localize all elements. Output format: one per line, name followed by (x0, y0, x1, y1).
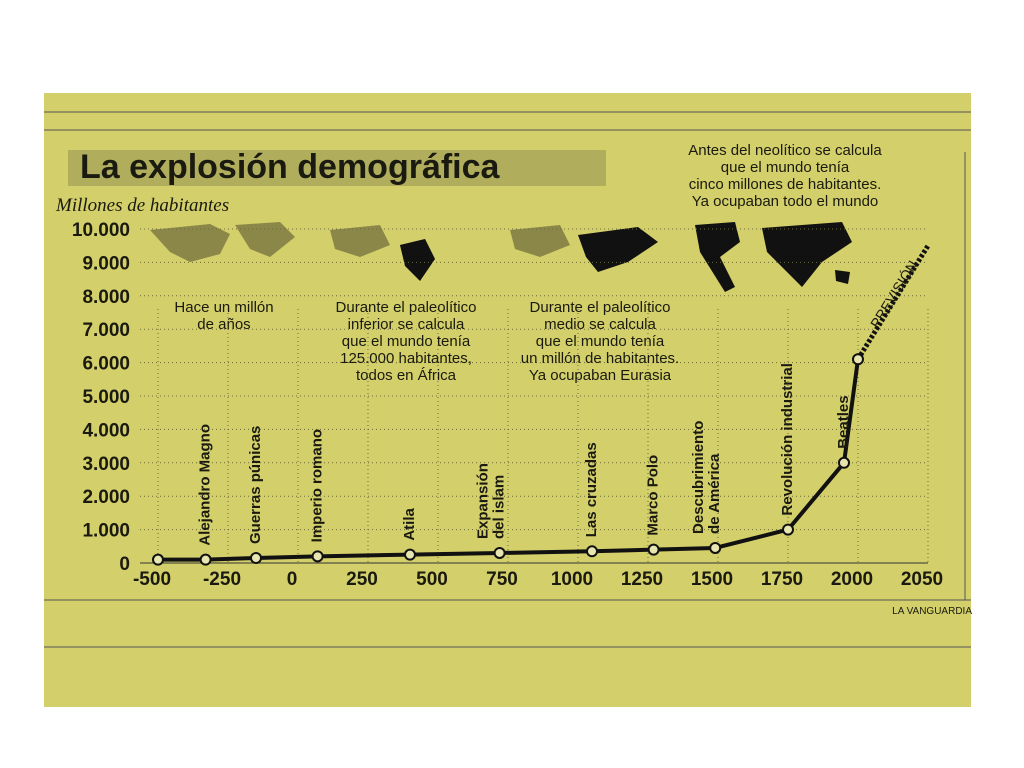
map (695, 222, 852, 292)
x-tick-label: 1500 (691, 569, 733, 590)
x-tick-label: 1750 (761, 569, 803, 590)
annotation: 125.000 habitantes, (340, 350, 472, 367)
annotation: Durante el paleolítico (530, 299, 671, 316)
forecast-line (855, 244, 931, 361)
annotation: Antes del neolítico se calcula (688, 142, 882, 159)
y-tick-label: 0 (119, 554, 130, 575)
y-tick-label: 2.000 (82, 487, 130, 508)
event-label: Expansión (475, 463, 492, 539)
y-tick-label: 6.000 (82, 354, 130, 375)
point (404, 548, 416, 561)
y-tick-label: 10.000 (72, 220, 130, 241)
point (852, 353, 864, 366)
event-label: Las cruzadas (583, 442, 600, 537)
annotation: Hace un millón (174, 299, 273, 316)
x-tick-label: 1250 (621, 569, 663, 590)
x-tick-label: 750 (486, 569, 518, 590)
annotation: un millón de habitantes. (521, 350, 679, 367)
dark-maps (400, 222, 852, 292)
event-label: Revolución industrial (779, 363, 796, 516)
annotation: que el mundo tenía (536, 333, 665, 350)
annotation: Ya ocupaban Eurasia (529, 367, 672, 384)
annotation: inferior se calcula (348, 316, 465, 333)
y-tick-label: 9.000 (82, 253, 130, 274)
point (838, 456, 850, 469)
map (510, 225, 570, 257)
event-label: de América (706, 453, 723, 534)
annotation: que el mundo tenía (342, 333, 471, 350)
point (311, 550, 324, 563)
point (493, 546, 506, 559)
point (782, 523, 794, 536)
event-label: Imperio romano (309, 429, 326, 542)
y-tick-label: 8.000 (82, 287, 130, 308)
x-tick-label: 2050 (901, 569, 943, 590)
annotation: medio se calcula (544, 316, 656, 333)
map (578, 227, 658, 272)
event-label: Alejandro Magno (197, 424, 214, 546)
map (400, 239, 435, 281)
annotation: Ya ocupaban todo el mundo (692, 193, 879, 210)
y-axis-label: Millones de habitantes (55, 195, 229, 216)
annotation: Durante el paleolítico (336, 299, 477, 316)
annotation: que el mundo tenía (721, 159, 850, 176)
x-tick-label: 2000 (831, 569, 873, 590)
event-label: Marco Polo (645, 455, 662, 536)
event-label: Guerras púnicas (247, 426, 264, 544)
point (152, 553, 164, 566)
y-tick-label: 3.000 (82, 454, 130, 475)
annotation: de años (197, 316, 250, 333)
x-tick-label: 250 (346, 569, 378, 590)
event-label: Atila (401, 507, 418, 540)
y-tick-label: 7.000 (82, 320, 130, 341)
line (158, 358, 860, 562)
event-label: Descubrimiento (690, 421, 707, 534)
x-tick-label: -250 (203, 569, 241, 590)
event-label: del islam (491, 475, 508, 539)
x-tick-label: -500 (133, 569, 171, 590)
event-label: Beatles (835, 395, 852, 448)
y-tick-label: 5.000 (82, 387, 130, 408)
annotation: cinco millones de habitantes. (689, 176, 882, 193)
source: LA VANGUARDIA (892, 606, 972, 617)
x-tick-label: 500 (416, 569, 448, 590)
paper (44, 93, 971, 707)
title-box (68, 150, 606, 186)
y-tick-label: 1.000 (82, 521, 130, 542)
annotation: todos en África (356, 367, 457, 384)
point (647, 543, 660, 556)
point (586, 545, 598, 558)
x-tick-label: 0 (287, 569, 298, 590)
map (150, 222, 295, 262)
point (709, 541, 722, 554)
y-tick-label: 4.000 (82, 420, 130, 441)
chart-title: La explosión demográfica (80, 148, 501, 186)
point (199, 553, 212, 566)
point (250, 551, 262, 564)
x-tick-label: 1000 (551, 569, 593, 590)
